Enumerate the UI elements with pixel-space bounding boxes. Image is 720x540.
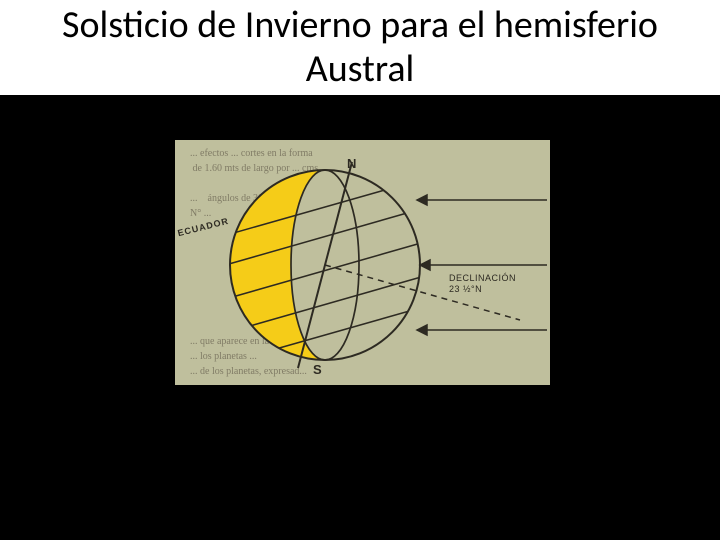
declination-line1: DECLINACIÓN (449, 273, 516, 283)
north-pole-label: N (347, 156, 356, 171)
south-pole-label: S (313, 362, 322, 377)
declination-label: DECLINACIÓN 23 ½°N (449, 273, 516, 295)
page-title: Solsticio de Invierno para el hemisferio… (8, 4, 712, 91)
declination-line2: 23 ½°N (449, 284, 482, 294)
title-bar: Solsticio de Invierno para el hemisferio… (0, 0, 720, 95)
solstice-diagram: ... efectos ... cortes en la forma de 1.… (175, 140, 550, 385)
globe-svg (175, 140, 550, 385)
